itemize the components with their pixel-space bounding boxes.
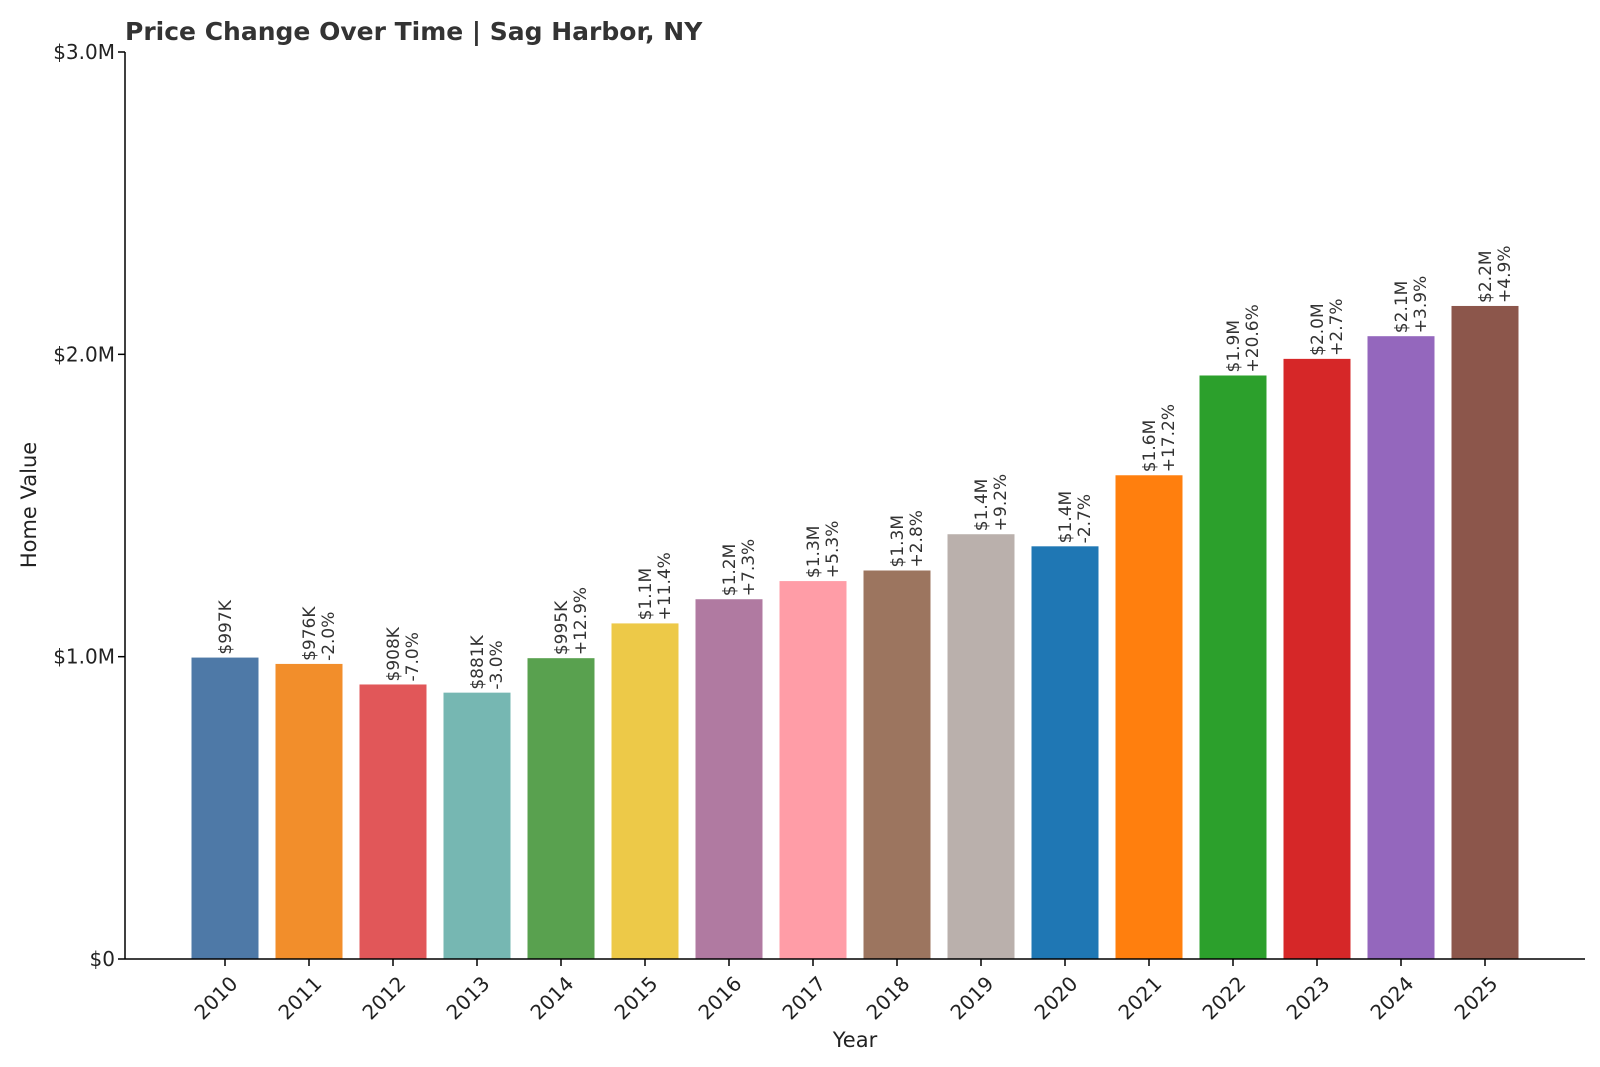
change-label-2018: +2.8% xyxy=(907,510,927,567)
x-tick-label-2020: 2020 xyxy=(1029,971,1082,1024)
bar-2012 xyxy=(359,684,427,959)
change-label-2023: +2.7% xyxy=(1327,298,1347,355)
change-label-2024: +3.9% xyxy=(1411,276,1431,333)
data-labels: $997K $976K -2.0% $908K -7.0% $881K -3.0% $995K… xyxy=(216,246,1515,690)
bar-2022 xyxy=(1199,375,1267,959)
bar-2017 xyxy=(779,581,847,959)
value-label-2014: $995K xyxy=(552,600,572,655)
change-label-2013: -3.0% xyxy=(487,640,507,689)
x-axis-label: Year xyxy=(832,1028,878,1052)
x-tick-label-2018: 2018 xyxy=(861,971,914,1024)
value-label-2018: $1.3M xyxy=(888,515,908,568)
bar-2010 xyxy=(191,657,259,959)
x-axis-ticks: 2010 2011 2012 2013 2014 2015 2016 2017 2018 2019… xyxy=(189,959,1502,1024)
x-tick-label-2015: 2015 xyxy=(609,971,662,1024)
change-label-2019: +9.2% xyxy=(991,474,1011,531)
value-label-2017: $1.3M xyxy=(804,526,824,579)
bar-2025 xyxy=(1451,305,1519,960)
value-label-2023: $2.0M xyxy=(1308,303,1328,356)
value-label-2016: $1.2M xyxy=(720,544,740,597)
chart-title: Price Change Over Time | Sag Harbor, NY xyxy=(125,17,703,46)
x-tick-label-2010: 2010 xyxy=(189,971,242,1024)
value-label-2011: $976K xyxy=(300,606,320,661)
x-tick-label-2022: 2022 xyxy=(1197,971,1250,1024)
bar-2011 xyxy=(275,663,343,959)
bar-2023 xyxy=(1283,358,1351,959)
change-label-2017: +5.3% xyxy=(823,521,843,578)
x-tick-label-2016: 2016 xyxy=(693,971,746,1024)
x-tick-label-2019: 2019 xyxy=(945,971,998,1024)
y-tick-label: $2.0M xyxy=(53,342,115,366)
x-tick-label-2012: 2012 xyxy=(357,971,410,1024)
value-label-2021: $1.6M xyxy=(1140,420,1160,473)
x-tick-label-2024: 2024 xyxy=(1365,971,1418,1024)
y-tick-label: $1.0M xyxy=(53,645,115,669)
change-label-2022: +20.6% xyxy=(1243,304,1263,372)
value-label-2012: $908K xyxy=(384,626,404,681)
x-tick-label-2021: 2021 xyxy=(1113,971,1166,1024)
value-label-2025: $2.2M xyxy=(1476,250,1496,303)
x-tick-label-2023: 2023 xyxy=(1281,971,1334,1024)
change-label-2012: -7.0% xyxy=(403,632,423,681)
value-label-2019: $1.4M xyxy=(972,479,992,532)
bar-2013 xyxy=(443,692,511,959)
value-label-2024: $2.1M xyxy=(1392,281,1412,334)
x-tick-label-2017: 2017 xyxy=(777,971,830,1024)
x-tick-label-2013: 2013 xyxy=(441,971,494,1024)
value-label-2013: $881K xyxy=(468,634,488,689)
bar-2019 xyxy=(947,534,1015,959)
y-tick-label: $0 xyxy=(90,947,115,971)
y-axis-ticks: $0 $1.0M $2.0M $3.0M xyxy=(53,40,125,971)
change-label-2016: +7.3% xyxy=(739,539,759,596)
change-label-2014: +12.9% xyxy=(571,587,591,655)
bar-2020 xyxy=(1031,546,1099,959)
y-axis-label: Home Value xyxy=(17,442,41,568)
bar-2016 xyxy=(695,599,763,959)
bar-2021 xyxy=(1115,475,1183,959)
change-label-2015: +11.4% xyxy=(655,552,675,620)
value-label-2010: $997K xyxy=(216,599,236,654)
x-tick-label-2011: 2011 xyxy=(273,971,326,1024)
change-label-2021: +17.2% xyxy=(1159,404,1179,472)
bar-2014 xyxy=(527,658,595,959)
value-label-2022: $1.9M xyxy=(1224,320,1244,373)
bar-2018 xyxy=(863,570,931,959)
bar-2015 xyxy=(611,623,679,959)
change-label-2020: -2.7% xyxy=(1075,494,1095,543)
bar-2024 xyxy=(1367,336,1435,959)
bars xyxy=(191,305,1519,960)
y-tick-label: $3.0M xyxy=(53,40,115,64)
change-label-2025: +4.9% xyxy=(1495,246,1515,303)
x-tick-label-2014: 2014 xyxy=(525,971,578,1024)
change-label-2011: -2.0% xyxy=(319,612,339,661)
value-label-2020: $1.4M xyxy=(1056,491,1076,544)
x-tick-label-2025: 2025 xyxy=(1449,971,1502,1024)
value-label-2015: $1.1M xyxy=(636,568,656,621)
